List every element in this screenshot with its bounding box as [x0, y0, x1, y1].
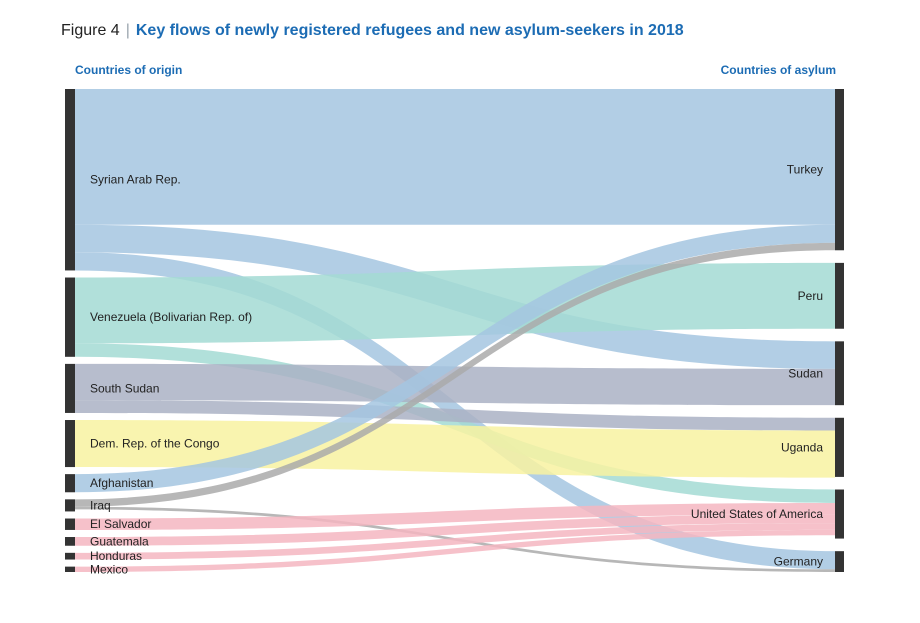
target-node-sudan	[835, 341, 844, 406]
target-node-peru	[835, 262, 844, 329]
source-node-guatemala	[65, 537, 75, 546]
source-node-syrian-arab-rep	[65, 89, 75, 271]
flow-afghanistan-to-turkey	[75, 224, 835, 493]
flow-iraq-to-turkey	[75, 242, 835, 507]
source-label-honduras: Honduras	[90, 549, 142, 563]
flow-venezuela-bolivarian-rep-of-to-peru	[75, 262, 835, 344]
source-label-dem-rep-of-the-congo: Dem. Rep. of the Congo	[90, 437, 220, 451]
target-node-united-states-of-america	[835, 489, 844, 539]
flows-group	[75, 89, 835, 572]
source-node-honduras	[65, 552, 75, 560]
flow-el-salvador-to-united-states-of-america	[75, 502, 835, 530]
target-label-united-states-of-america: United States of America	[691, 507, 823, 521]
source-node-mexico	[65, 566, 75, 572]
asylum-column-header: Countries of asylum	[720, 63, 836, 77]
target-label-peru: Peru	[798, 289, 823, 303]
target-label-turkey: Turkey	[787, 163, 823, 177]
figure-number: Figure 4	[61, 22, 120, 39]
source-label-iraq: Iraq	[90, 498, 111, 512]
source-node-iraq	[65, 499, 75, 512]
flow-venezuela-bolivarian-rep-of-to-united-states-of-america	[75, 343, 835, 503]
source-label-syrian-arab-rep: Syrian Arab Rep.	[90, 173, 181, 187]
source-node-el-salvador	[65, 518, 75, 530]
origin-column-header: Countries of origin	[75, 63, 183, 77]
source-node-south-sudan	[65, 363, 75, 413]
target-node-turkey	[835, 89, 844, 251]
target-label-germany: Germany	[774, 555, 823, 569]
title-separator: |	[125, 22, 130, 39]
source-node-venezuela-bolivarian-rep-of	[65, 277, 75, 357]
source-label-el-salvador: El Salvador	[90, 517, 151, 531]
flow-syrian-arab-rep-to-turkey	[75, 89, 835, 225]
flow-mexico-to-united-states-of-america	[75, 529, 835, 572]
flow-honduras-to-united-states-of-america	[75, 523, 835, 560]
flow-guatemala-to-united-states-of-america	[75, 514, 835, 546]
source-node-dem-rep-of-the-congo	[65, 420, 75, 468]
source-node-afghanistan	[65, 474, 75, 493]
target-node-uganda	[835, 417, 844, 477]
target-label-sudan: Sudan	[788, 366, 823, 380]
nodes-group: Syrian Arab Rep. Venezuela (Bolivarian Re…	[65, 89, 844, 576]
flow-south-sudan-to-sudan	[75, 363, 835, 406]
source-label-afghanistan: Afghanistan	[90, 476, 153, 490]
source-label-guatemala: Guatemala	[90, 534, 149, 548]
target-node-germany	[835, 551, 844, 572]
source-label-venezuela-bolivarian-rep-of: Venezuela (Bolivarian Rep. of)	[90, 310, 252, 324]
flow-south-sudan-to-uganda	[75, 400, 835, 431]
target-label-uganda: Uganda	[781, 440, 823, 454]
figure-main-title: Key flows of newly registered refugees a…	[135, 22, 684, 39]
source-label-mexico: Mexico	[90, 562, 128, 576]
source-label-south-sudan: South Sudan	[90, 381, 159, 395]
figure-title: Figure 4 | Key flows of newly registered r…	[61, 22, 684, 40]
